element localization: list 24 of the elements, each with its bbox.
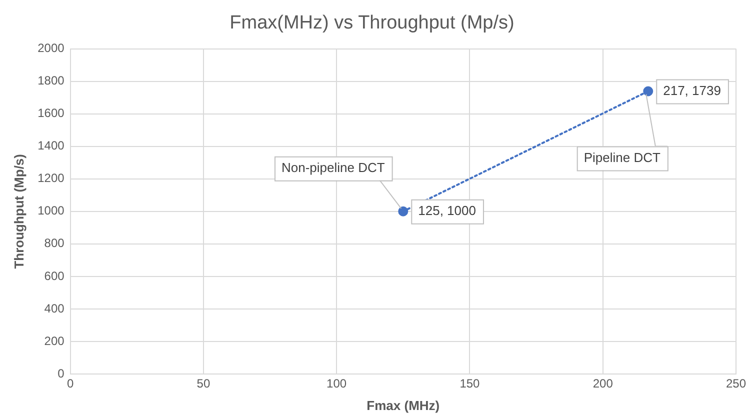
x-tick-label: 250 [726, 376, 746, 391]
y-tick-label: 200 [44, 334, 65, 348]
data-label: 217, 1739 [663, 82, 721, 98]
y-axis-title: Throughput (Mp/s) [11, 154, 26, 269]
y-tick-label: 2000 [38, 41, 65, 56]
y-tick-label: 1200 [38, 171, 65, 186]
y-tick-label: 800 [44, 236, 65, 250]
x-tick-label: 200 [592, 376, 614, 391]
y-tick-label: 0 [58, 366, 65, 380]
annotation: Pipeline DCT [584, 150, 660, 165]
y-tick-label: 400 [44, 301, 65, 316]
y-tick-label: 1800 [38, 74, 65, 88]
x-axis-title: Fmax (MHz) [366, 398, 440, 413]
chart-title: Fmax(MHz) vs Throughput (Mp/s) [230, 12, 514, 34]
x-tick-label: 150 [460, 376, 480, 391]
y-tick-label: 1600 [38, 106, 65, 120]
y-tick-label: 1000 [38, 204, 65, 218]
x-tick-label: 50 [196, 376, 210, 391]
data-label: 125, 1000 [418, 202, 476, 218]
y-tick-label: 600 [44, 268, 65, 283]
x-tick-label: 0 [66, 376, 74, 391]
y-tick-label: 1400 [38, 138, 65, 153]
x-tick-label: 100 [326, 376, 347, 391]
annotation: Non-pipeline DCT [281, 160, 385, 175]
